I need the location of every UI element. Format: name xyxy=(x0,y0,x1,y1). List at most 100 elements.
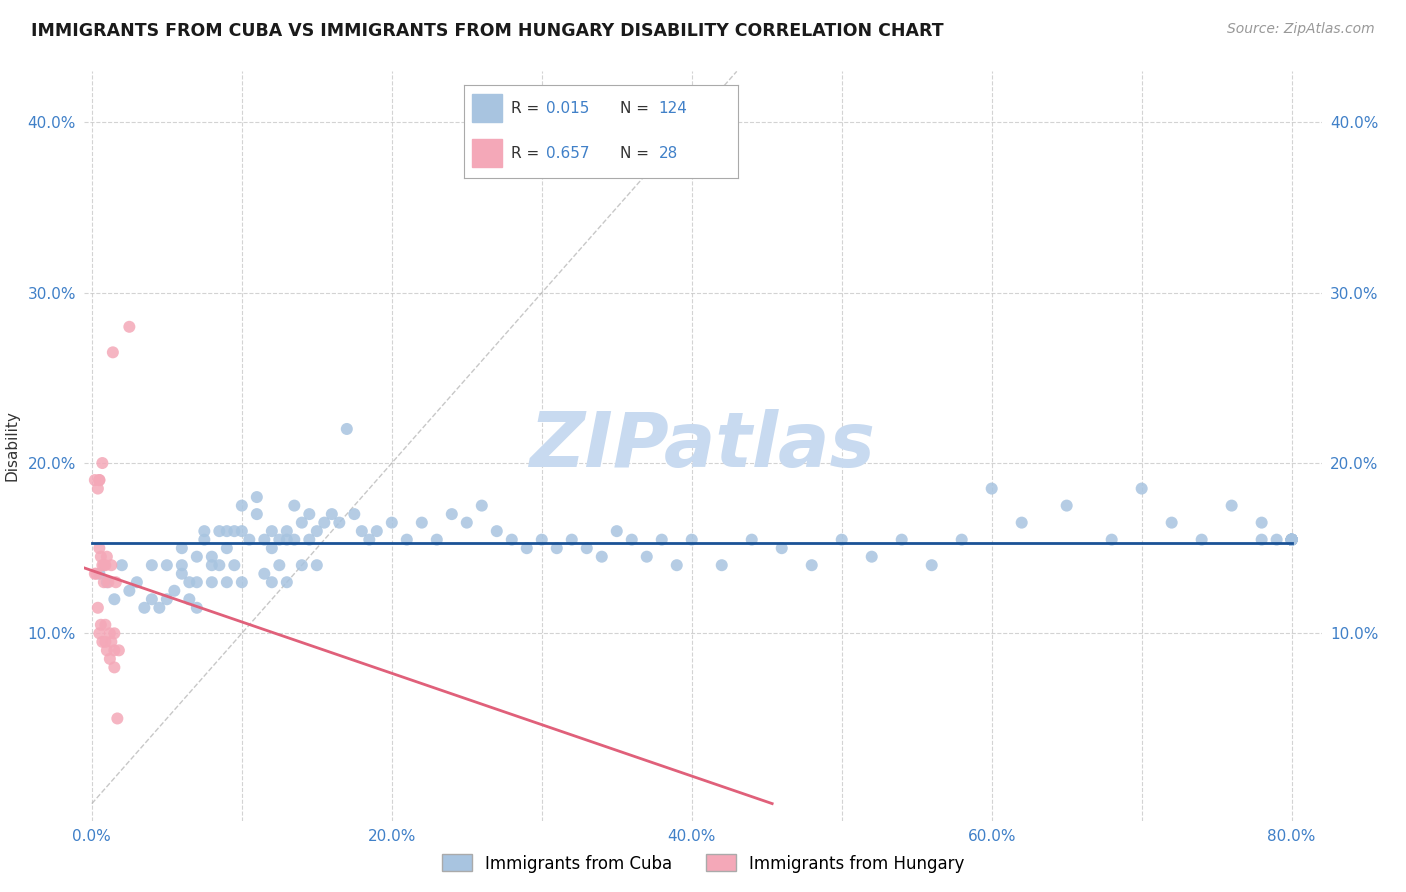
Point xyxy=(471,499,494,513)
Point xyxy=(336,422,359,436)
Point xyxy=(186,575,208,590)
Text: IMMIGRANTS FROM CUBA VS IMMIGRANTS FROM HUNGARY DISABILITY CORRELATION CHART: IMMIGRANTS FROM CUBA VS IMMIGRANTS FROM … xyxy=(31,22,943,40)
Point xyxy=(1281,533,1303,547)
Point xyxy=(93,558,115,573)
Point xyxy=(103,592,125,607)
Point xyxy=(125,575,148,590)
Point xyxy=(87,600,110,615)
Point xyxy=(591,549,613,564)
Text: 0.015: 0.015 xyxy=(546,101,589,116)
Point xyxy=(800,558,823,573)
Point xyxy=(89,473,111,487)
Point xyxy=(94,617,117,632)
Point xyxy=(606,524,628,538)
Point xyxy=(193,524,215,538)
Point xyxy=(253,566,276,581)
Point xyxy=(215,524,238,538)
Point xyxy=(485,524,508,538)
Point xyxy=(1281,533,1303,547)
Point xyxy=(215,575,238,590)
Point xyxy=(90,617,112,632)
Point xyxy=(1281,533,1303,547)
Point xyxy=(193,533,215,547)
Point xyxy=(118,583,141,598)
Point xyxy=(156,592,179,607)
Point xyxy=(260,524,283,538)
Point xyxy=(366,524,388,538)
Point xyxy=(201,558,224,573)
Point xyxy=(283,499,305,513)
Point xyxy=(208,558,231,573)
Point xyxy=(516,541,538,556)
Text: N =: N = xyxy=(620,101,654,116)
Point xyxy=(224,558,246,573)
Point xyxy=(170,566,193,581)
Point xyxy=(575,541,598,556)
Point xyxy=(108,643,131,657)
Text: ZIPatlas: ZIPatlas xyxy=(530,409,876,483)
Point xyxy=(1130,482,1153,496)
Point xyxy=(530,533,553,547)
Point xyxy=(269,558,291,573)
Point xyxy=(97,575,120,590)
Point xyxy=(118,319,141,334)
Text: R =: R = xyxy=(510,101,544,116)
Point xyxy=(561,533,583,547)
Point xyxy=(831,533,853,547)
Point xyxy=(314,516,336,530)
Point xyxy=(148,600,170,615)
Point xyxy=(89,626,111,640)
Point xyxy=(1160,516,1182,530)
Point xyxy=(224,524,246,538)
Point xyxy=(186,600,208,615)
Point xyxy=(276,524,298,538)
Point xyxy=(1220,499,1243,513)
Point xyxy=(103,660,125,674)
Point xyxy=(163,583,186,598)
Point xyxy=(215,541,238,556)
Point xyxy=(1011,516,1033,530)
Point xyxy=(411,516,433,530)
Text: Source: ZipAtlas.com: Source: ZipAtlas.com xyxy=(1227,22,1375,37)
Point xyxy=(96,575,118,590)
Point xyxy=(260,575,283,590)
Point xyxy=(91,456,114,470)
Text: R =: R = xyxy=(510,145,544,161)
Point xyxy=(1281,533,1303,547)
Text: 124: 124 xyxy=(658,101,688,116)
Point xyxy=(98,626,121,640)
Point xyxy=(1191,533,1213,547)
Point xyxy=(456,516,478,530)
Point xyxy=(186,549,208,564)
Point xyxy=(1281,533,1303,547)
Point xyxy=(103,643,125,657)
Point xyxy=(1281,533,1303,547)
Point xyxy=(134,600,156,615)
Point xyxy=(291,558,314,573)
Point xyxy=(269,533,291,547)
Point xyxy=(328,516,350,530)
Point xyxy=(201,575,224,590)
Point xyxy=(96,643,118,657)
Point xyxy=(87,482,110,496)
Point xyxy=(253,533,276,547)
Point xyxy=(86,566,108,581)
Point xyxy=(208,524,231,538)
Point xyxy=(291,516,314,530)
Point xyxy=(321,507,343,521)
Point xyxy=(395,533,418,547)
Point xyxy=(546,541,568,556)
Y-axis label: Disability: Disability xyxy=(4,410,20,482)
Point xyxy=(101,345,124,359)
Point xyxy=(651,533,673,547)
Point xyxy=(381,516,404,530)
Point xyxy=(1281,533,1303,547)
Point xyxy=(890,533,912,547)
Legend: Immigrants from Cuba, Immigrants from Hungary: Immigrants from Cuba, Immigrants from Hu… xyxy=(434,847,972,880)
Point xyxy=(94,558,117,573)
Point xyxy=(305,558,328,573)
Point xyxy=(1265,533,1288,547)
Point xyxy=(89,566,111,581)
Point xyxy=(1281,533,1303,547)
Point xyxy=(1281,533,1303,547)
